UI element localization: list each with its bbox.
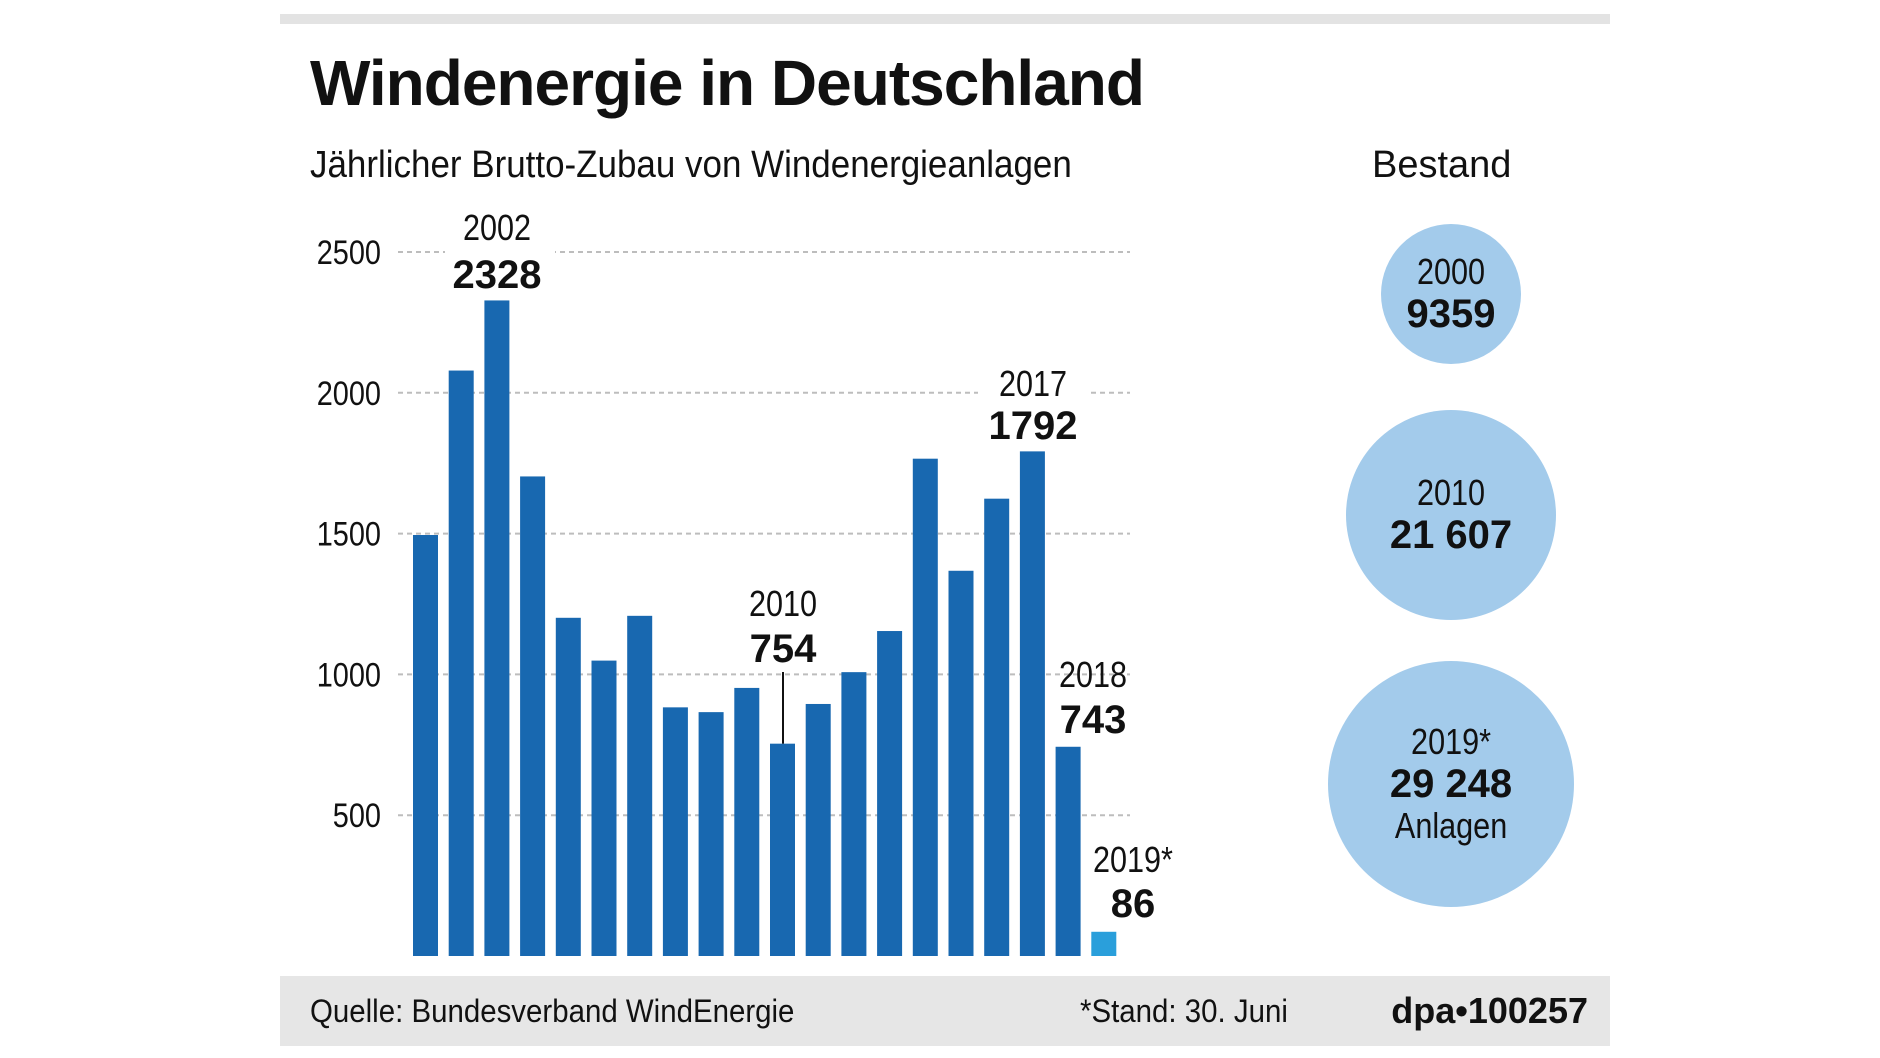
stock-year: 2000: [1416, 251, 1486, 293]
stock-value: 21 607: [1389, 512, 1513, 557]
y-tick-label: 2000: [317, 374, 381, 413]
y-tick-label: 1000: [317, 655, 381, 694]
bar-2007: [662, 707, 688, 956]
bar-2003: [520, 476, 546, 956]
stock-value: 9359: [1406, 291, 1496, 336]
annotation-year: 2002: [463, 209, 531, 249]
bar-2000: [413, 535, 438, 956]
bar-2013: [877, 631, 903, 956]
bar-2008: [698, 712, 724, 956]
chart-subtitle: Jährlicher Brutto-Zubau von Windenergiea…: [310, 144, 1072, 186]
bar-2015: [948, 570, 974, 956]
chart-title: Windenergie in Deutschland: [310, 47, 1145, 119]
stock-circle-2019: 2019* 29 248 Anlagen: [1328, 661, 1574, 907]
annotation-year: 2019*: [1093, 841, 1173, 881]
bar-2005: [591, 660, 617, 956]
bar-2004: [555, 617, 581, 956]
footnote: *Stand: 30. Juni: [1080, 993, 1288, 1029]
source-text: Quelle: Bundesverband WindEnergie: [310, 993, 795, 1029]
stock-heading: Bestand: [1372, 144, 1512, 186]
bar-2016: [984, 498, 1010, 956]
y-tick-label: 1500: [317, 514, 381, 553]
bar-2001: [448, 370, 474, 956]
annotation-year: 2017: [999, 365, 1067, 405]
annotation-year: 2018: [1059, 656, 1127, 696]
stock-circle-2010: 2010 21 607: [1346, 410, 1556, 620]
bar-2014: [912, 458, 938, 956]
bar-2002: [484, 300, 510, 957]
bar-2010: [770, 743, 795, 956]
annotation-value: 1792: [989, 404, 1078, 448]
label-background: [978, 362, 1088, 447]
bar-2019*: [1091, 931, 1117, 956]
annotation-value: 86: [1111, 882, 1156, 926]
top-rule: [280, 14, 1610, 24]
stock-unit: Anlagen: [1394, 805, 1508, 846]
stock-year: 2019*: [1410, 721, 1491, 763]
label-background: [735, 585, 835, 670]
label-background: [445, 210, 555, 295]
bar-2006: [627, 615, 653, 956]
stock-year: 2010: [1416, 472, 1486, 514]
bar-2018: [1055, 746, 1081, 956]
footer: Quelle: Bundesverband WindEnergie *Stand…: [280, 976, 1610, 1046]
bar-2011: [805, 703, 831, 956]
y-tick-label: 500: [333, 796, 381, 835]
bar-2012: [841, 672, 867, 956]
y-tick-label: 2500: [317, 233, 381, 272]
annotation-year: 2010: [749, 585, 817, 625]
bar-2017: [1019, 451, 1045, 956]
annotation-value: 743: [1060, 698, 1127, 742]
stock-value: 29 248: [1389, 762, 1513, 806]
bar-2009: [734, 687, 760, 956]
credit: dpa•100257: [1391, 990, 1588, 1031]
annotation-value: 2328: [453, 253, 542, 297]
stock-circle-2000: 2000 9359: [1381, 224, 1521, 364]
annotation-value: 754: [750, 627, 817, 671]
